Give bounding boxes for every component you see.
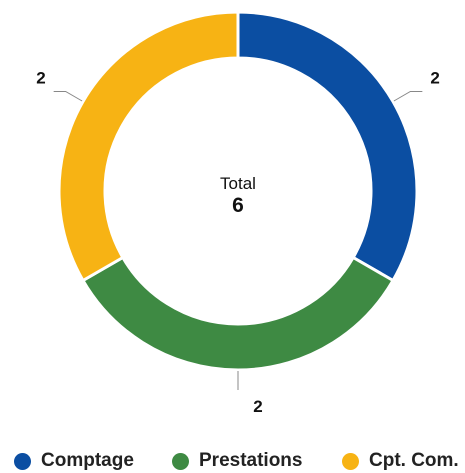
- donut-slices: [57, 10, 419, 372]
- legend-label-comptage: Comptage: [41, 450, 134, 471]
- legend-swatch-comptage: [14, 452, 31, 470]
- leader-line-cpt-com: [53, 91, 83, 102]
- center-total-value: 6: [232, 194, 244, 217]
- data-label-prestations: 2: [253, 397, 262, 416]
- legend-swatch-prestations: [172, 452, 189, 470]
- legend-item-prestations[interactable]: Prestations: [172, 449, 302, 473]
- legend: Comptage Prestations Cpt. Com.: [0, 449, 465, 473]
- slice-comptage[interactable]: [236, 10, 419, 283]
- data-label-comptage: 2: [430, 69, 439, 88]
- legend-swatch-cpt-com: [342, 452, 359, 470]
- legend-item-comptage[interactable]: Comptage: [14, 449, 134, 473]
- slice-prestations[interactable]: [80, 255, 396, 372]
- center-total-label: Total: [220, 174, 256, 193]
- leader-lines: [53, 91, 423, 390]
- data-labels: 2 2 2: [36, 69, 440, 417]
- data-label-cpt-com: 2: [36, 69, 45, 88]
- legend-label-cpt-com: Cpt. Com.: [369, 450, 459, 471]
- legend-item-cpt-com[interactable]: Cpt. Com.: [342, 449, 459, 473]
- leader-line-comptage: [393, 91, 423, 102]
- legend-label-prestations: Prestations: [199, 450, 303, 471]
- slice-cpt-com[interactable]: [57, 10, 240, 283]
